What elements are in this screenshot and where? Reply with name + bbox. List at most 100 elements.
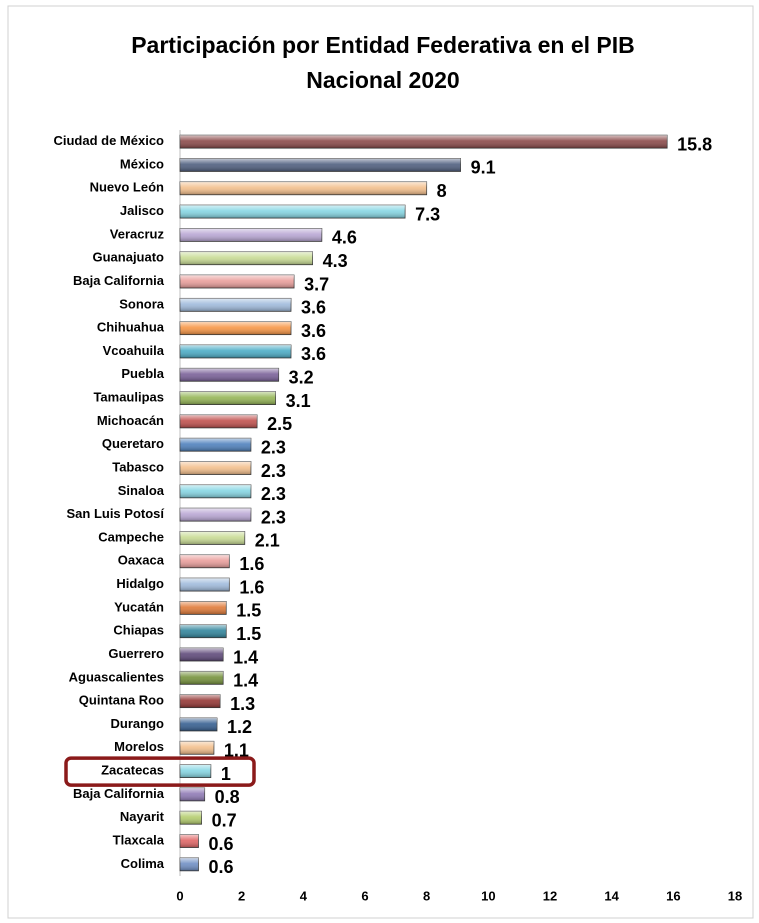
x-tick-label: 4 xyxy=(300,888,308,903)
y-tick-label: Aguascalientes xyxy=(69,669,164,684)
y-tick-label: Durango xyxy=(111,716,165,731)
chart-title: Participación por Entidad Federativa en … xyxy=(131,32,635,58)
x-tick-label: 18 xyxy=(728,888,742,903)
bar-shine xyxy=(180,368,279,382)
value-label: 3.7 xyxy=(304,274,329,294)
y-tick-label: Hidalgo xyxy=(116,576,164,591)
bar-shine xyxy=(180,671,224,685)
value-label: 1.5 xyxy=(236,601,261,621)
bar-shine xyxy=(180,391,276,405)
y-tick-label: Baja California xyxy=(73,273,165,288)
y-tick-label: Tabasco xyxy=(112,459,164,474)
value-label: 1.4 xyxy=(233,647,258,667)
y-tick-label: Vcoahuila xyxy=(103,343,165,358)
value-label: 2.3 xyxy=(261,484,286,504)
y-tick-label: Tlaxcala xyxy=(113,832,165,847)
bar-shine xyxy=(180,531,245,545)
y-tick-label: Veracruz xyxy=(110,226,165,241)
bar-shine xyxy=(180,741,214,755)
bar-shine xyxy=(180,205,406,219)
y-tick-label: San Luis Potosí xyxy=(66,506,164,521)
y-tick-label: Baja California xyxy=(73,786,165,801)
y-tick-label: Puebla xyxy=(121,366,164,381)
value-label: 1.6 xyxy=(239,577,264,597)
y-tick-label: Colima xyxy=(121,856,165,871)
y-tick-label: Nayarit xyxy=(120,809,165,824)
value-label: 3.6 xyxy=(301,344,326,364)
bar-shine xyxy=(180,764,211,778)
y-tick-label: Nuevo León xyxy=(90,180,164,195)
bar-shine xyxy=(180,461,251,475)
bar-shine xyxy=(180,857,199,871)
value-label: 4.6 xyxy=(332,228,357,248)
bar-shine xyxy=(180,228,322,242)
bar-shine xyxy=(180,298,291,312)
bar-shine xyxy=(180,135,668,149)
bar-shine xyxy=(180,601,227,615)
bar-shine xyxy=(180,181,427,195)
value-label: 7.3 xyxy=(415,204,440,224)
bar-shine xyxy=(180,484,251,498)
y-tick-label: Chihuahua xyxy=(97,320,165,335)
y-tick-label: Jalisco xyxy=(120,203,164,218)
bar-shine xyxy=(180,438,251,452)
bar-shine xyxy=(180,694,221,708)
bar-shine xyxy=(180,648,224,662)
chart-frame xyxy=(7,5,754,919)
value-label: 1.3 xyxy=(230,694,255,714)
y-tick-label: Queretaro xyxy=(102,436,164,451)
bar-shine xyxy=(180,578,230,592)
y-tick-label: Tamaulipas xyxy=(93,390,164,405)
value-label: 2.3 xyxy=(261,507,286,527)
x-tick-label: 10 xyxy=(481,888,495,903)
x-tick-label: 16 xyxy=(666,888,680,903)
bar-shine xyxy=(180,508,251,522)
value-label: 15.8 xyxy=(677,134,712,154)
value-label: 2.1 xyxy=(255,531,280,551)
value-label: 1.4 xyxy=(233,671,258,691)
bar-shine xyxy=(180,717,217,731)
bar-shine xyxy=(180,787,205,801)
y-tick-label: Zacatecas xyxy=(101,763,164,778)
value-label: 2.3 xyxy=(261,461,286,481)
value-label: 1.6 xyxy=(239,554,264,574)
value-label: 9.1 xyxy=(471,158,496,178)
x-tick-label: 0 xyxy=(176,888,183,903)
y-tick-label: México xyxy=(120,156,164,171)
value-label: 8 xyxy=(437,181,447,201)
bar-shine xyxy=(180,251,313,265)
bar-shine xyxy=(180,554,230,568)
value-label: 3.1 xyxy=(286,391,311,411)
x-tick-label: 12 xyxy=(543,888,557,903)
value-label: 4.3 xyxy=(323,251,348,271)
value-label: 3.6 xyxy=(301,321,326,341)
y-tick-label: Yucatán xyxy=(114,599,164,614)
value-label: 0.7 xyxy=(212,810,237,830)
value-label: 1.1 xyxy=(224,741,249,761)
y-tick-label: Michoacán xyxy=(97,413,164,428)
value-label: 0.6 xyxy=(209,834,234,854)
bar-shine xyxy=(180,414,258,428)
x-tick-label: 6 xyxy=(361,888,368,903)
value-label: 0.6 xyxy=(209,857,234,877)
x-tick-label: 2 xyxy=(238,888,245,903)
value-label: 3.2 xyxy=(289,368,314,388)
y-tick-label: Sonora xyxy=(119,296,165,311)
y-tick-label: Ciudad de México xyxy=(53,133,164,148)
value-label: 2.5 xyxy=(267,414,292,434)
value-label: 2.3 xyxy=(261,437,286,457)
y-tick-label: Guerrero xyxy=(108,646,164,661)
chart-title: Nacional 2020 xyxy=(306,67,459,93)
y-tick-label: Quintana Roo xyxy=(79,693,164,708)
bar-shine xyxy=(180,624,227,638)
bar-shine xyxy=(180,834,199,848)
y-tick-label: Campeche xyxy=(98,529,164,544)
y-tick-label: Chiapas xyxy=(113,623,164,638)
y-tick-label: Guanajuato xyxy=(92,250,164,265)
bar-shine xyxy=(180,275,295,289)
y-tick-label: Oaxaca xyxy=(118,553,165,568)
value-label: 1 xyxy=(221,764,231,784)
value-label: 1.5 xyxy=(236,624,261,644)
highlight-box xyxy=(64,756,256,787)
